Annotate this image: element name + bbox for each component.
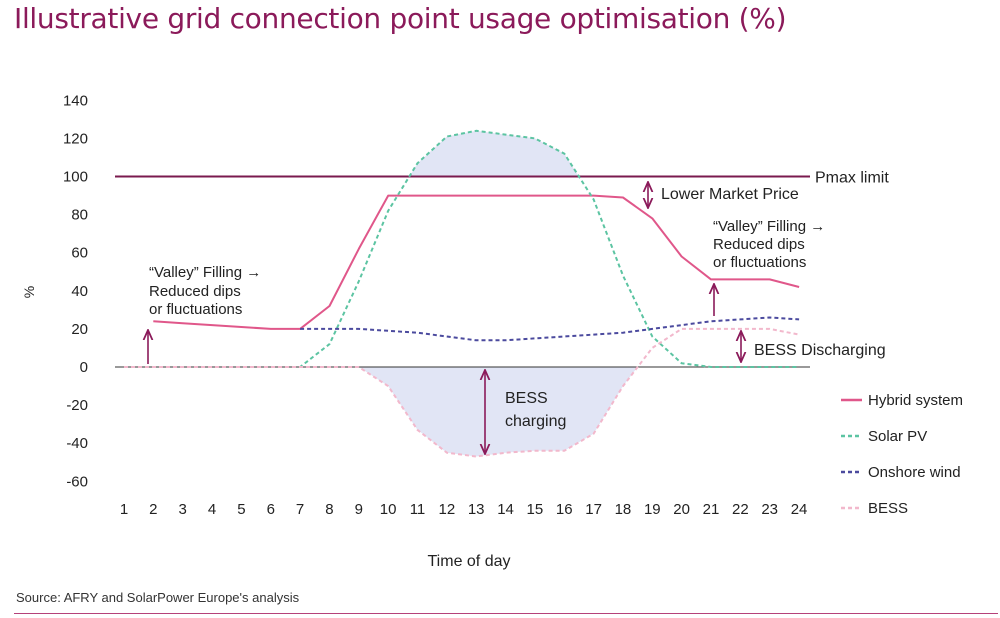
bess-charging-text-1: BESS (505, 390, 548, 407)
valley-right-text-2: Reduced dips (713, 236, 805, 253)
y-tick-label: -60 (66, 473, 88, 490)
series-hybrid-system-line (153, 194, 800, 330)
y-tick-label: 0 (80, 359, 88, 376)
legend-label-onshore-wind: Onshore wind (868, 464, 961, 481)
curtailment-area (409, 130, 579, 177)
valley-left-text-2: Reduced dips (149, 283, 241, 300)
x-tick-label: 14 (497, 501, 514, 518)
x-tick-label: 9 (355, 501, 363, 518)
x-tick-label: 19 (644, 501, 661, 518)
annotations: Pmax limit“Valley” Filling →Reduced dips… (148, 170, 889, 455)
x-tick-label: 17 (585, 501, 602, 518)
x-tick-label: 11 (410, 501, 426, 518)
y-tick-label: 140 (63, 92, 88, 109)
bess-discharging-text: BESS Discharging (754, 342, 886, 359)
x-tick-label: 24 (791, 501, 808, 518)
x-tick-label: 1 (120, 501, 128, 518)
y-tick-label: 120 (63, 130, 88, 147)
y-tick-label: 80 (71, 207, 88, 224)
valley-right-text-1: “Valley” Filling → (713, 218, 825, 235)
bess-charging-text-2: charging (505, 413, 566, 430)
y-tick-label: 40 (71, 283, 88, 300)
x-tick-label: 10 (380, 501, 397, 518)
x-tick-label: 13 (468, 501, 485, 518)
x-tick-label: 20 (673, 501, 690, 518)
x-tick-label: 22 (732, 501, 749, 518)
x-tick-label: 4 (208, 501, 216, 518)
y-tick-label: -20 (66, 397, 88, 414)
x-tick-label: 6 (267, 501, 275, 518)
pmax-label: Pmax limit (815, 170, 889, 187)
source-note: Source: AFRY and SolarPower Europe's ana… (16, 590, 300, 605)
bottom-divider (14, 613, 998, 614)
storage-area-fill (358, 130, 638, 457)
x-tick-label: 12 (439, 501, 456, 518)
y-axis-label: % (21, 286, 37, 298)
chart-title: Illustrative grid connection point usage… (14, 2, 787, 35)
x-tick-label: 18 (615, 501, 632, 518)
legend-label-solar-pv: Solar PV (868, 428, 927, 445)
valley-right-text-3: or fluctuations (713, 254, 806, 271)
x-tick-label: 7 (296, 501, 304, 518)
legend: Hybrid system Solar PV Onshore wind BESS (841, 392, 963, 517)
x-tick-label: 23 (761, 501, 778, 518)
x-tick-label: 21 (703, 501, 720, 518)
charging-area (358, 367, 638, 457)
legend-label-hybrid-system: Hybrid system (868, 392, 963, 409)
x-tick-label: 16 (556, 501, 573, 518)
x-tick-label: 2 (149, 501, 157, 518)
x-tick-label: 5 (237, 501, 245, 518)
x-axis-label: Time of day (428, 553, 511, 570)
legend-label-bess: BESS (868, 500, 908, 517)
series-lines (115, 129, 810, 458)
x-tick-label: 3 (179, 501, 187, 518)
series-bess-line (124, 327, 800, 458)
x-tick-label: 15 (527, 501, 544, 518)
y-tick-label: 100 (63, 169, 88, 186)
y-tick-label: 20 (71, 321, 88, 338)
lower-price-text: Lower Market Price (661, 186, 799, 203)
valley-left-text-1: “Valley” Filling → (149, 264, 261, 281)
x-tick-label: 8 (325, 501, 333, 518)
y-tick-label: -40 (66, 435, 88, 452)
valley-left-text-3: or fluctuations (149, 301, 242, 318)
y-tick-label: 60 (71, 245, 88, 262)
